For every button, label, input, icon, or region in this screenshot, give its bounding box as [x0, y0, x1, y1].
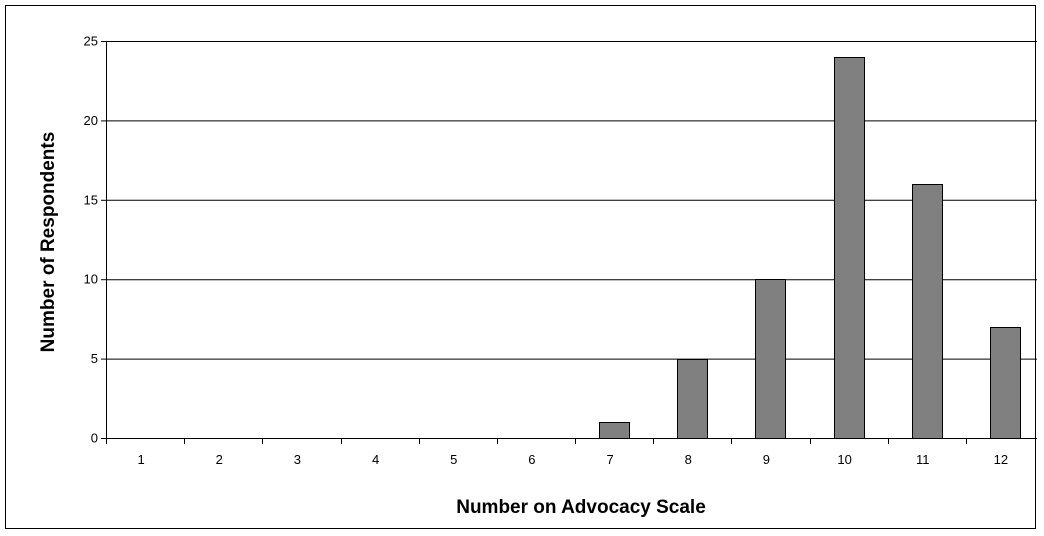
x-tick-label: 11 [916, 452, 930, 467]
y-tick-labels: 0 5 10 15 20 25 [84, 34, 98, 446]
axes [101, 41, 1037, 444]
x-tick-label: 12 [994, 452, 1008, 467]
gridlines [106, 41, 1037, 360]
x-tick-label: 8 [685, 452, 692, 467]
y-tick-label: 15 [84, 192, 98, 207]
bar-11 [912, 184, 943, 439]
x-tick-label: 9 [763, 452, 770, 467]
x-tick-label: 5 [450, 452, 457, 467]
x-tick-label: 7 [606, 452, 613, 467]
bar-10 [834, 57, 865, 439]
x-axis-title: Number on Advocacy Scale [456, 497, 706, 518]
x-tick-label: 3 [294, 452, 301, 467]
bar-7 [599, 422, 630, 439]
x-tick-label: 2 [216, 452, 223, 467]
y-tick-label: 20 [84, 113, 98, 128]
y-tick-label: 0 [91, 431, 98, 446]
bar-9 [755, 279, 786, 439]
bar-12 [990, 327, 1021, 439]
x-tick-label: 4 [372, 452, 379, 467]
y-tick-label: 5 [91, 351, 98, 366]
y-tick-label: 10 [84, 272, 98, 287]
bar-8 [677, 359, 708, 439]
x-tick-label: 1 [137, 452, 144, 467]
y-tick-label: 25 [84, 34, 98, 49]
chart-frame: 0 5 10 15 20 25 1 2 3 4 5 6 7 8 9 10 11 12 Number of Res… [5, 5, 1037, 529]
bars [599, 57, 1021, 439]
x-tick-label: 6 [528, 452, 535, 467]
y-axis-title: Number of Respondents [38, 132, 59, 353]
x-tick-label: 10 [837, 452, 851, 467]
x-tick-labels: 1 2 3 4 5 6 7 8 9 10 11 12 [137, 452, 1008, 467]
